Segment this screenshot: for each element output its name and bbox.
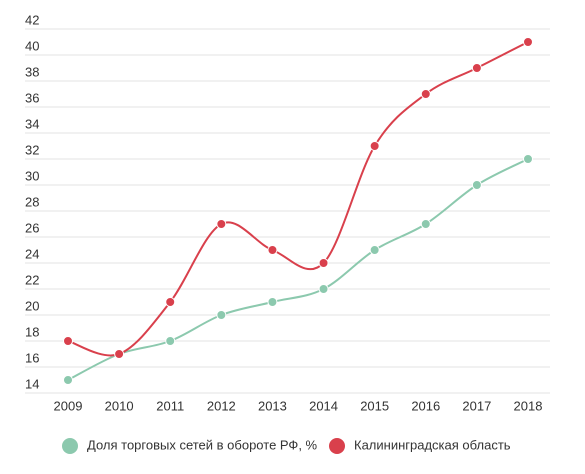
x-tick-label: 2018 [514, 398, 543, 413]
y-tick-label: 14 [25, 376, 39, 391]
data-point [63, 375, 73, 385]
data-point [267, 297, 278, 307]
data-point [318, 284, 329, 294]
y-tick-label: 38 [25, 64, 39, 79]
legend-label: Калининградская область [354, 437, 511, 452]
data-point [165, 297, 176, 307]
data-point [471, 63, 482, 73]
x-tick-label: 2014 [309, 398, 338, 413]
y-tick-label: 30 [25, 168, 39, 183]
x-tick-label: 2009 [54, 398, 83, 413]
x-tick-label: 2015 [360, 398, 389, 413]
series-line [67, 41, 529, 357]
y-tick-label: 16 [25, 350, 39, 365]
y-tick-label: 36 [25, 90, 39, 105]
x-tick-label: 2012 [207, 398, 236, 413]
x-tick-label: 2010 [105, 398, 134, 413]
y-tick-label: 18 [25, 324, 39, 339]
y-tick-label: 26 [25, 220, 39, 235]
data-point [216, 310, 227, 320]
y-tick-label: 24 [25, 246, 39, 261]
data-point [523, 154, 533, 164]
data-point [318, 258, 329, 268]
x-tick-label: 2016 [411, 398, 440, 413]
data-point [420, 219, 431, 229]
data-point [165, 336, 176, 346]
data-point [369, 245, 380, 255]
data-point [523, 37, 533, 47]
y-tick-label: 28 [25, 194, 39, 209]
data-point [216, 219, 227, 229]
legend-label: Доля торговых сетей в обороте РФ, % [87, 437, 318, 452]
data-point [114, 349, 125, 359]
data-point [267, 245, 278, 255]
y-tick-label: 32 [25, 142, 39, 157]
data-point [63, 336, 73, 346]
data-point [420, 89, 431, 99]
data-point [471, 180, 482, 190]
legend-marker [62, 438, 78, 454]
y-tick-label: 22 [25, 272, 39, 287]
x-tick-label: 2017 [462, 398, 491, 413]
series-line [67, 158, 529, 381]
y-tick-label: 20 [25, 298, 39, 313]
data-point [369, 141, 380, 151]
x-tick-label: 2013 [258, 398, 287, 413]
legend-marker [329, 438, 345, 454]
y-tick-label: 42 [25, 12, 39, 27]
y-tick-label: 40 [25, 38, 39, 53]
x-tick-label: 2011 [156, 398, 184, 413]
y-tick-label: 34 [25, 116, 39, 131]
